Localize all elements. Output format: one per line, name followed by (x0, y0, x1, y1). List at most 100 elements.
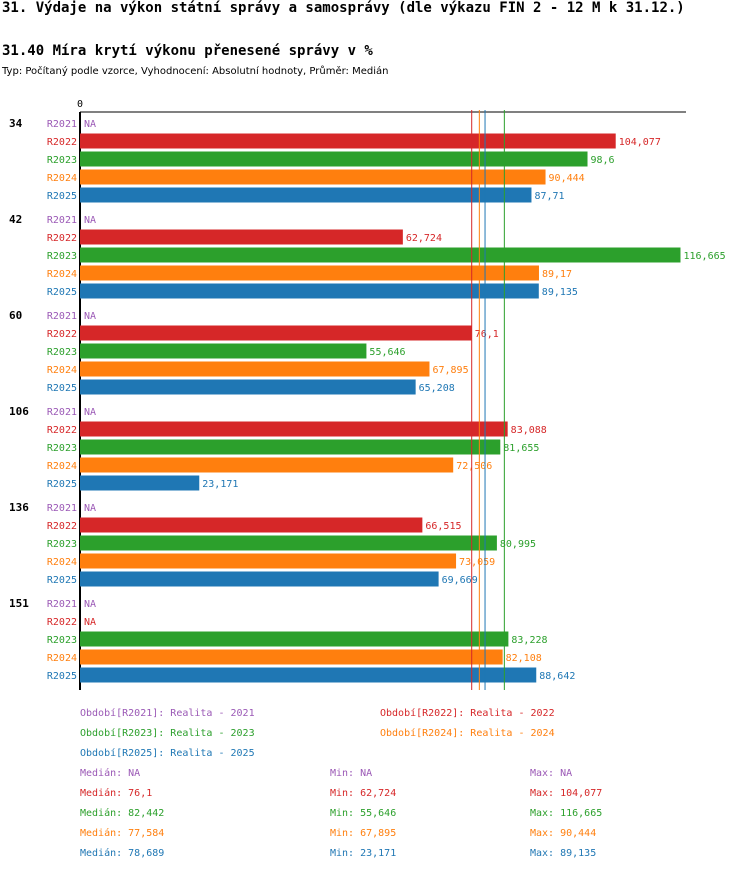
series-label: R2024 (47, 173, 77, 184)
x-axis-zero-label: 0 (77, 99, 83, 110)
series-label: R2025 (47, 287, 77, 298)
bar-r2024 (80, 457, 454, 473)
stat-median: Medián: 78,689 (80, 847, 164, 859)
bar-r2025 (80, 379, 416, 395)
page-title: 31. Výdaje na výkon státní správy a samo… (2, 0, 685, 16)
series-label: R2025 (47, 191, 77, 202)
bar-value-label: 69,669 (442, 575, 478, 586)
bar-value-label: 116,665 (684, 251, 726, 262)
group-label: 60 (9, 309, 22, 322)
series-label: R2022 (47, 233, 77, 244)
bar-r2023 (80, 631, 509, 647)
bar-r2024 (80, 169, 546, 185)
bar-r2025 (80, 571, 439, 587)
series-label: R2021 (47, 215, 77, 226)
bar-value-label: 65,208 (419, 383, 455, 394)
series-label: R2022 (47, 521, 77, 532)
series-label: R2021 (47, 119, 77, 130)
series-label: R2023 (47, 347, 77, 358)
stat-median: Medián: 76,1 (80, 787, 152, 799)
bar-value-label: 87,71 (534, 191, 564, 202)
series-label: R2022 (47, 137, 77, 148)
bar-value-label: 66,515 (425, 521, 461, 532)
series-label: R2022 (47, 617, 77, 628)
stat-min: Min: NA (330, 768, 372, 779)
bar-value-label: 73,059 (459, 557, 495, 568)
series-label: R2023 (47, 155, 77, 166)
series-label: R2023 (47, 539, 77, 550)
series-label: R2021 (47, 503, 77, 514)
series-label: R2023 (47, 635, 77, 646)
bar-value-label: 67,895 (432, 365, 468, 376)
bar-r2023 (80, 247, 681, 263)
group-label: 42 (9, 213, 22, 226)
stat-median: Medián: NA (80, 767, 140, 779)
series-label: R2025 (47, 671, 77, 682)
series-label: R2025 (47, 383, 77, 394)
bar-r2022 (80, 421, 508, 437)
chart-title: 31.40 Míra krytí výkonu přenesené správy… (2, 43, 373, 59)
bar-r2023 (80, 343, 367, 359)
series-label: R2021 (47, 311, 77, 322)
bar-value-label: 72,506 (456, 461, 492, 472)
stat-max: Max: 89,135 (530, 848, 596, 859)
group-label: 136 (9, 501, 29, 514)
bar-na-label: NA (84, 617, 96, 628)
bar-r2022 (80, 229, 403, 245)
bar-na-label: NA (84, 599, 96, 610)
series-label: R2023 (47, 251, 77, 262)
bar-r2022 (80, 517, 423, 533)
bar-value-label: 62,724 (406, 233, 442, 244)
bar-r2025 (80, 187, 532, 203)
bar-na-label: NA (84, 311, 96, 322)
bar-value-label: 83,088 (511, 425, 547, 436)
series-label: R2025 (47, 575, 77, 586)
stat-median: Medián: 77,584 (80, 827, 164, 839)
series-label: R2021 (47, 599, 77, 610)
chart-meta: Typ: Počítaný podle vzorce, Vyhodnocení:… (2, 66, 389, 77)
bar-r2025 (80, 667, 537, 683)
series-label: R2021 (47, 407, 77, 418)
bar-value-label: 98,6 (591, 155, 615, 166)
bar-value-label: 104,077 (619, 137, 661, 148)
legend-item-r2023: Období[R2023]: Realita - 2023 (80, 727, 255, 739)
bar-value-label: 76,1 (475, 329, 499, 340)
bar-r2023 (80, 439, 501, 455)
bar-value-label: 80,995 (500, 539, 536, 550)
bar-na-label: NA (84, 407, 96, 418)
stat-min: Min: 67,895 (330, 828, 396, 839)
stat-max: Max: 116,665 (530, 808, 602, 819)
series-label: R2025 (47, 479, 77, 490)
bar-value-label: 23,171 (202, 479, 238, 490)
series-label: R2024 (47, 269, 77, 280)
group-label: 34 (9, 117, 23, 130)
bar-r2023 (80, 151, 588, 167)
bar-value-label: 81,655 (503, 443, 539, 454)
stat-min: Min: 23,171 (330, 848, 396, 859)
stat-max: Max: 90,444 (530, 828, 596, 839)
series-label: R2022 (47, 425, 77, 436)
stat-max: Max: 104,077 (530, 788, 602, 799)
bar-na-label: NA (84, 503, 96, 514)
bar-value-label: 89,135 (542, 287, 578, 298)
group-label: 106 (9, 405, 29, 418)
bar-na-label: NA (84, 119, 96, 130)
legend-item-r2024: Období[R2024]: Realita - 2024 (380, 727, 555, 739)
series-label: R2022 (47, 329, 77, 340)
stat-min: Min: 55,646 (330, 808, 396, 819)
bar-r2022 (80, 133, 616, 149)
stat-min: Min: 62,724 (330, 788, 396, 799)
bar-r2025 (80, 283, 539, 299)
series-label: R2024 (47, 653, 77, 664)
bar-r2024 (80, 649, 503, 665)
legend-item-r2025: Období[R2025]: Realita - 2025 (80, 747, 255, 759)
legend-item-r2021: Období[R2021]: Realita - 2021 (80, 707, 255, 719)
bar-r2025 (80, 475, 200, 491)
bar-value-label: 90,444 (549, 173, 585, 184)
legend-item-r2022: Období[R2022]: Realita - 2022 (380, 707, 555, 719)
bar-r2024 (80, 361, 430, 377)
group-label: 151 (9, 597, 29, 610)
bar-r2024 (80, 553, 457, 569)
stat-median: Medián: 82,442 (80, 807, 164, 819)
